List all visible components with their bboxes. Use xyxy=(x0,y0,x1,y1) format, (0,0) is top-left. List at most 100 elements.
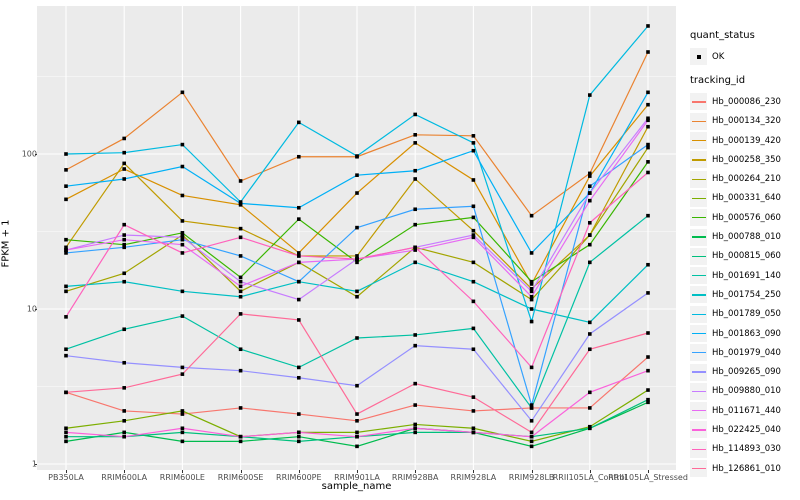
data-point xyxy=(529,434,534,439)
data-point xyxy=(646,90,650,95)
data-point xyxy=(471,279,476,284)
data-point xyxy=(297,279,301,284)
data-point xyxy=(122,161,126,166)
legend-item-Hb_001789_050: Hb_001789_050 xyxy=(690,305,798,324)
data-point xyxy=(122,167,126,171)
legend-item-label: Hb_126861_010 xyxy=(712,463,781,474)
data-point xyxy=(529,430,534,435)
data-point xyxy=(180,439,185,444)
data-point xyxy=(122,177,126,181)
data-point xyxy=(471,141,476,145)
data-point xyxy=(64,289,68,294)
legend-item-label: Hb_001691_140 xyxy=(712,270,781,281)
black-point-icon xyxy=(696,54,701,59)
data-point xyxy=(588,174,592,178)
data-point xyxy=(413,381,417,386)
legend-key-swatch xyxy=(690,305,707,323)
data-point xyxy=(529,439,534,444)
data-point xyxy=(529,286,534,291)
data-point xyxy=(588,390,592,395)
legend-key-swatch xyxy=(690,286,707,304)
legend-item-Hb_000258_350: Hb_000258_350 xyxy=(690,150,798,169)
data-point xyxy=(471,395,476,399)
data-point xyxy=(646,213,650,218)
legend-item-Hb_000264_210: Hb_000264_210 xyxy=(690,169,798,188)
legend-item-label: Hb_000258_350 xyxy=(712,154,781,165)
data-point xyxy=(355,154,359,158)
legend-item-Hb_001979_040: Hb_001979_040 xyxy=(690,343,798,362)
data-point xyxy=(180,233,185,237)
plot-panel xyxy=(37,6,676,470)
data-point xyxy=(413,168,417,173)
data-point xyxy=(529,279,534,284)
x-tick-label: RRIM928LA xyxy=(450,473,497,482)
data-point xyxy=(355,254,359,258)
data-point xyxy=(180,251,185,255)
x-tick-label: RRIM600SE xyxy=(217,473,264,482)
legend-color-line-icon xyxy=(691,313,706,315)
legend-key-ok xyxy=(690,48,707,66)
data-point xyxy=(529,365,534,370)
data-point xyxy=(122,150,126,155)
data-point xyxy=(471,347,476,352)
data-point xyxy=(64,152,68,156)
legend-item-label: Hb_001979_040 xyxy=(712,347,781,358)
legend-item-Hb_022425_040: Hb_022425_040 xyxy=(690,420,798,439)
data-point xyxy=(122,233,126,237)
data-point xyxy=(122,245,126,250)
legend-key-swatch xyxy=(690,209,707,227)
y-tick-label: 10 xyxy=(26,304,37,314)
legend-item-ok: OK xyxy=(690,47,798,66)
data-point xyxy=(64,434,68,439)
data-point xyxy=(297,260,301,265)
data-point xyxy=(297,318,301,322)
legend-item-Hb_000139_420: Hb_000139_420 xyxy=(690,131,798,150)
data-point xyxy=(355,444,359,449)
data-point xyxy=(471,148,476,153)
data-point xyxy=(64,284,68,289)
data-point xyxy=(646,388,650,392)
x-tick-mark xyxy=(240,470,242,473)
data-point xyxy=(355,294,359,299)
y-tick-mark xyxy=(34,464,37,465)
data-point xyxy=(413,207,417,212)
data-point xyxy=(413,133,417,137)
data-point xyxy=(122,222,126,227)
legend: quant_status OK tracking_id Hb_000086_23… xyxy=(690,30,798,478)
data-point xyxy=(180,219,185,223)
data-point xyxy=(413,141,417,145)
data-point xyxy=(355,430,359,435)
data-point xyxy=(646,116,650,121)
data-point xyxy=(471,235,476,240)
data-point xyxy=(238,201,243,206)
data-point xyxy=(180,142,185,147)
legend-item-Hb_009265_090: Hb_009265_090 xyxy=(690,362,798,381)
data-point xyxy=(471,299,476,304)
data-point xyxy=(64,251,68,255)
data-point xyxy=(122,409,126,413)
legend-title-quant-status: quant_status xyxy=(690,30,755,41)
legend-item-Hb_001691_140: Hb_001691_140 xyxy=(690,266,798,285)
data-point xyxy=(297,365,301,370)
data-point xyxy=(297,120,301,125)
legend-item-Hb_000576_060: Hb_000576_060 xyxy=(690,208,798,227)
legend-color-line-icon xyxy=(691,178,706,180)
data-point xyxy=(471,215,476,220)
data-point xyxy=(64,426,68,431)
data-point xyxy=(180,372,185,376)
data-point xyxy=(471,260,476,265)
data-point xyxy=(238,275,243,280)
x-tick-label: RRIM928BA xyxy=(391,473,439,482)
legend-key-swatch xyxy=(690,151,707,169)
x-tick-mark xyxy=(589,470,591,473)
data-point xyxy=(64,184,68,188)
data-point xyxy=(413,422,417,427)
data-point xyxy=(180,242,185,247)
legend-item-label: Hb_001863_090 xyxy=(712,328,781,339)
legend-item-label: Hb_000264_210 xyxy=(712,174,781,185)
data-point xyxy=(64,315,68,319)
data-point xyxy=(355,434,359,439)
legend-item-label: Hb_000331_640 xyxy=(712,193,781,204)
legend-key-swatch xyxy=(690,382,707,400)
legend-item-Hb_000788_010: Hb_000788_010 xyxy=(690,227,798,246)
